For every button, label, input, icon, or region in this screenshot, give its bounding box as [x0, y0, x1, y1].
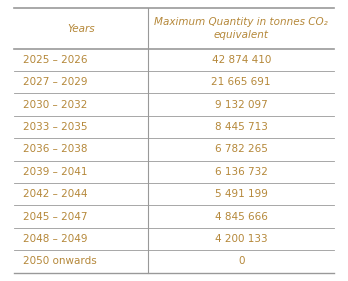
Text: 2025 – 2026: 2025 – 2026: [23, 55, 87, 65]
Text: 2036 – 2038: 2036 – 2038: [23, 144, 87, 155]
Text: Maximum Quantity in tonnes CO₂
equivalent: Maximum Quantity in tonnes CO₂ equivalen…: [155, 17, 328, 40]
Text: 42 874 410: 42 874 410: [212, 55, 271, 65]
Text: 9 132 097: 9 132 097: [215, 100, 268, 110]
Text: Years: Years: [68, 24, 95, 33]
Text: 6 136 732: 6 136 732: [215, 167, 268, 177]
Text: 2030 – 2032: 2030 – 2032: [23, 100, 87, 110]
Text: 2027 – 2029: 2027 – 2029: [23, 77, 87, 87]
Text: 0: 0: [238, 256, 245, 266]
Text: 4 845 666: 4 845 666: [215, 212, 268, 222]
Text: 4 200 133: 4 200 133: [215, 234, 268, 244]
Text: 2033 – 2035: 2033 – 2035: [23, 122, 87, 132]
Text: 6 782 265: 6 782 265: [215, 144, 268, 155]
Text: 2048 – 2049: 2048 – 2049: [23, 234, 87, 244]
Text: 8 445 713: 8 445 713: [215, 122, 268, 132]
Text: 21 665 691: 21 665 691: [212, 77, 271, 87]
Text: 2039 – 2041: 2039 – 2041: [23, 167, 87, 177]
Text: 2050 onwards: 2050 onwards: [23, 256, 96, 266]
Text: 2045 – 2047: 2045 – 2047: [23, 212, 87, 222]
Text: 2042 – 2044: 2042 – 2044: [23, 189, 87, 199]
Text: 5 491 199: 5 491 199: [215, 189, 268, 199]
